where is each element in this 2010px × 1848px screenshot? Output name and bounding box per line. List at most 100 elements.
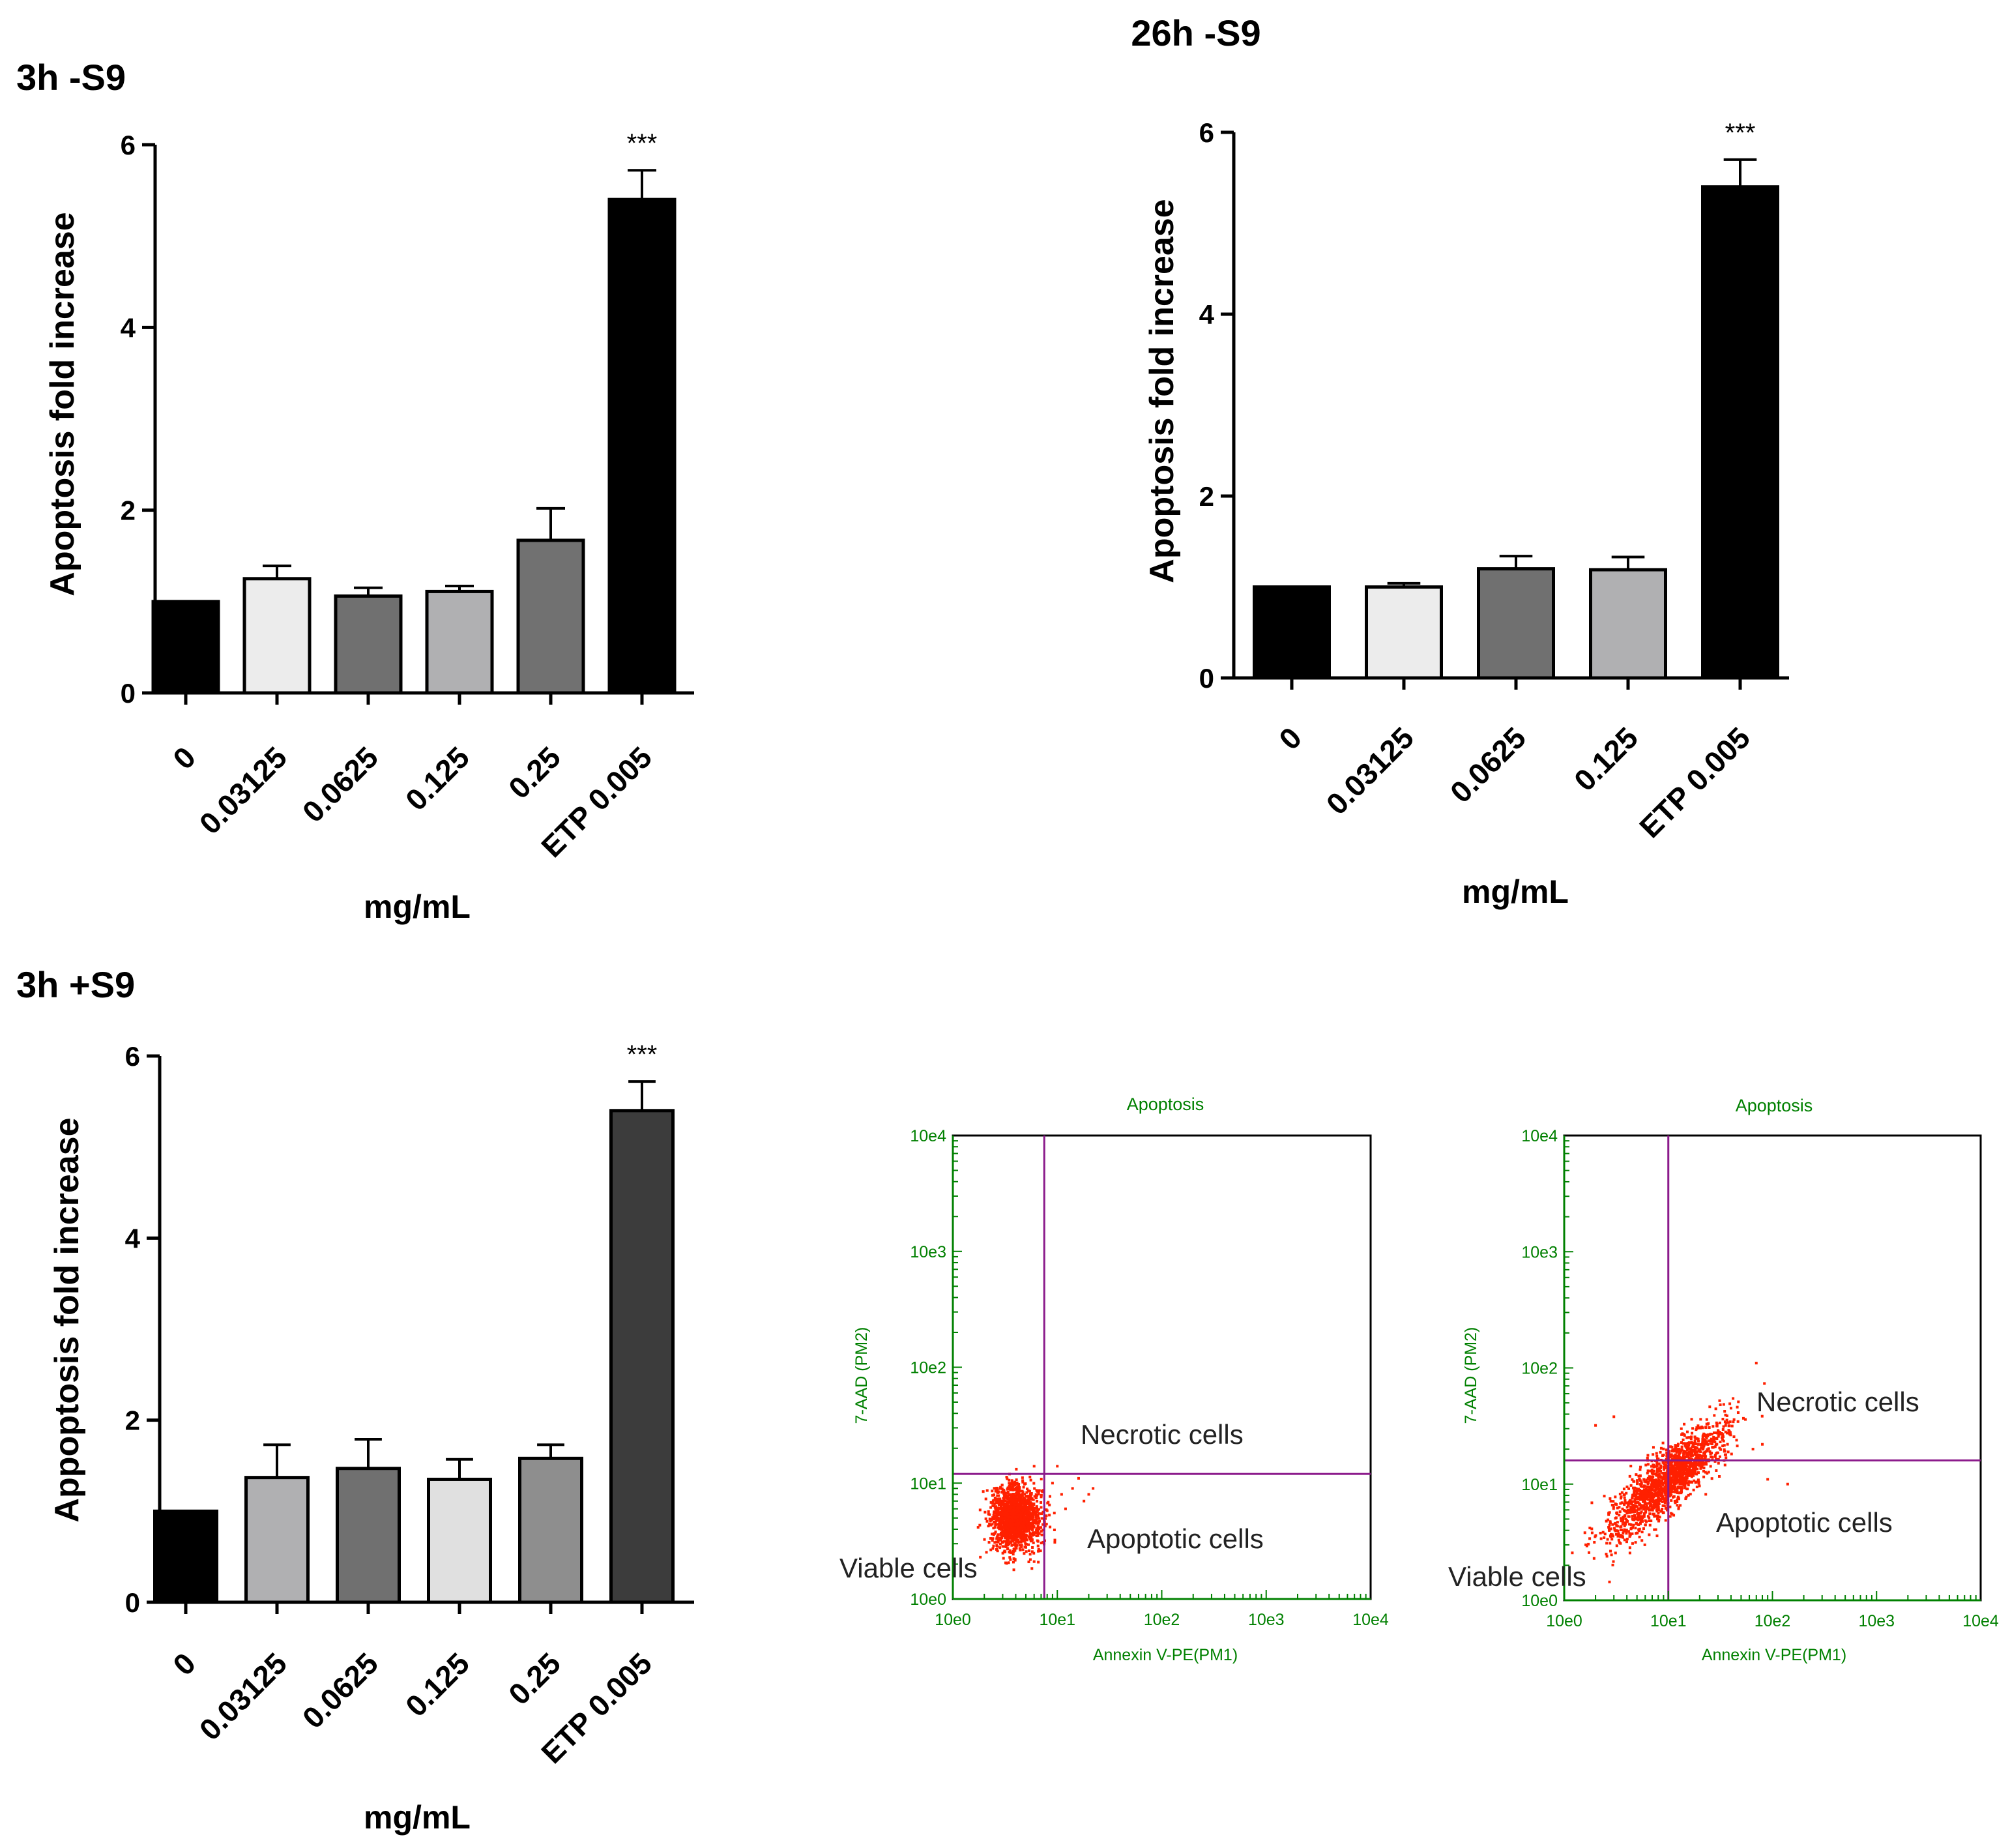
event-point	[1003, 1521, 1006, 1525]
event-point	[1618, 1541, 1621, 1544]
event-point	[1636, 1531, 1639, 1534]
event-point	[1599, 1531, 1602, 1534]
event-point	[1680, 1473, 1683, 1476]
event-point	[1662, 1447, 1665, 1450]
event-point	[1017, 1538, 1020, 1542]
event-point	[1710, 1456, 1713, 1459]
event-point	[1655, 1463, 1659, 1466]
y-axis-label: 7-AAD (PM2)	[852, 1327, 871, 1424]
event-point	[1676, 1499, 1679, 1502]
event-point	[1031, 1503, 1034, 1506]
event-point	[1008, 1483, 1012, 1486]
event-point	[1665, 1454, 1668, 1458]
event-point	[1010, 1506, 1013, 1509]
event-point	[1650, 1475, 1653, 1478]
event-point	[1027, 1519, 1030, 1522]
event-point	[1689, 1455, 1693, 1458]
event-point	[1640, 1506, 1644, 1509]
event-point	[1655, 1452, 1658, 1455]
event-point	[1013, 1495, 1016, 1499]
event-point	[1653, 1489, 1656, 1493]
event-point	[1689, 1452, 1692, 1456]
event-point	[1628, 1546, 1631, 1549]
event-point	[1010, 1544, 1013, 1547]
event-point	[1713, 1437, 1717, 1440]
event-point	[997, 1509, 1000, 1512]
event-point	[1674, 1489, 1677, 1492]
event-point	[999, 1486, 1002, 1489]
event-point	[1638, 1488, 1641, 1491]
event-point	[1697, 1478, 1700, 1482]
event-point	[1732, 1435, 1736, 1439]
event-point	[1014, 1544, 1017, 1547]
bar	[151, 600, 220, 695]
event-point	[1668, 1481, 1672, 1484]
event-point	[1732, 1420, 1735, 1424]
event-point	[1717, 1432, 1721, 1435]
event-point	[1689, 1493, 1692, 1496]
event-point	[1660, 1509, 1663, 1512]
event-point	[1028, 1512, 1031, 1515]
event-point	[1000, 1528, 1003, 1531]
event-point	[1020, 1508, 1023, 1512]
event-point	[1616, 1521, 1619, 1524]
event-point	[1027, 1525, 1030, 1529]
event-point	[1608, 1523, 1611, 1527]
event-point	[1694, 1481, 1697, 1484]
event-point	[1680, 1441, 1683, 1445]
event-point	[1004, 1495, 1008, 1499]
event-point	[1017, 1541, 1020, 1544]
event-point	[1651, 1508, 1654, 1512]
event-point	[1657, 1502, 1661, 1505]
event-point	[983, 1538, 986, 1541]
event-point	[1644, 1502, 1648, 1505]
data-points	[976, 1465, 1095, 1572]
event-point	[1008, 1556, 1012, 1559]
event-point	[1013, 1488, 1016, 1491]
event-point	[1028, 1529, 1031, 1533]
event-point	[1763, 1382, 1766, 1385]
event-point	[998, 1546, 1002, 1549]
event-point	[1647, 1486, 1650, 1489]
event-point	[1026, 1512, 1029, 1516]
event-point	[1010, 1536, 1013, 1540]
event-point	[1639, 1495, 1642, 1499]
event-point	[1015, 1527, 1018, 1531]
event-point	[1030, 1515, 1034, 1518]
event-point	[1687, 1444, 1690, 1447]
event-point	[1689, 1465, 1693, 1468]
event-point	[1013, 1505, 1016, 1508]
event-point	[1583, 1531, 1586, 1534]
event-point	[1655, 1465, 1659, 1468]
event-point	[1028, 1533, 1032, 1536]
event-point	[1685, 1468, 1689, 1471]
event-point	[1034, 1497, 1038, 1500]
event-point	[1633, 1489, 1636, 1492]
event-point	[1661, 1471, 1664, 1474]
event-point	[1038, 1517, 1041, 1520]
event-point	[991, 1523, 994, 1526]
event-point	[1605, 1555, 1609, 1558]
event-point	[1625, 1506, 1629, 1509]
y-tick-label: 0	[1199, 663, 1214, 694]
event-point	[1607, 1512, 1610, 1515]
event-point	[1706, 1433, 1710, 1437]
event-point	[995, 1489, 998, 1492]
event-point	[998, 1497, 1001, 1501]
event-point	[1004, 1499, 1007, 1503]
event-point	[1624, 1521, 1627, 1524]
event-point	[1010, 1535, 1013, 1538]
y-tick-label: 10e2	[910, 1359, 946, 1377]
event-point	[1668, 1515, 1672, 1518]
event-point	[1678, 1473, 1681, 1476]
event-point	[1718, 1455, 1721, 1458]
event-point	[1648, 1519, 1651, 1523]
event-point	[997, 1491, 1000, 1494]
event-point	[1019, 1534, 1022, 1538]
event-point	[1642, 1514, 1646, 1518]
event-point	[1634, 1495, 1637, 1499]
event-point	[1677, 1474, 1680, 1478]
event-point	[985, 1519, 989, 1523]
event-point	[1033, 1487, 1036, 1490]
event-point	[1041, 1490, 1045, 1493]
